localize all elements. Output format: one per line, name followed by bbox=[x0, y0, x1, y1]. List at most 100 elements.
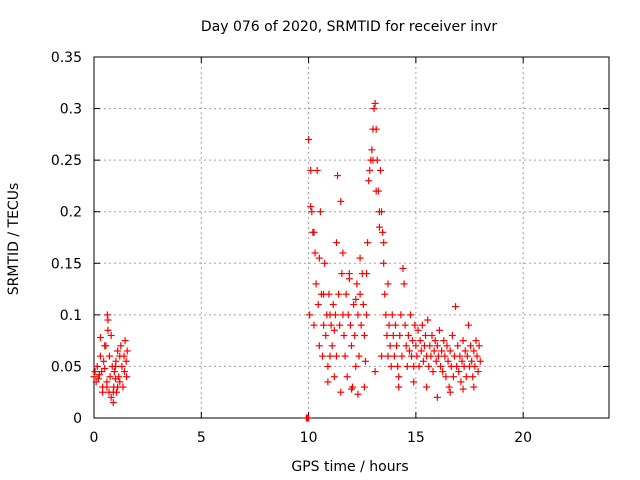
data-point bbox=[343, 373, 351, 381]
data-point bbox=[378, 352, 386, 360]
data-point bbox=[434, 352, 442, 360]
data-point bbox=[315, 254, 323, 262]
data-point bbox=[363, 311, 371, 319]
data-point bbox=[123, 373, 131, 381]
data-point bbox=[356, 290, 364, 298]
data-point bbox=[305, 136, 313, 144]
data-point bbox=[383, 331, 391, 339]
data-point bbox=[330, 373, 338, 381]
grid-lines bbox=[94, 57, 609, 418]
data-point bbox=[448, 331, 456, 339]
data-point bbox=[306, 311, 314, 319]
data-point bbox=[107, 393, 115, 401]
data-point bbox=[471, 362, 479, 370]
data-point bbox=[369, 156, 377, 164]
data-point bbox=[454, 342, 462, 350]
x-axis-label: GPS time / hours bbox=[291, 459, 408, 475]
data-point bbox=[413, 352, 421, 360]
y-tick-label: 0.35 bbox=[51, 50, 82, 66]
data-point bbox=[90, 373, 98, 381]
data-point bbox=[329, 301, 337, 309]
data-point bbox=[332, 352, 340, 360]
data-point bbox=[354, 311, 362, 319]
data-point bbox=[470, 383, 478, 391]
data-point bbox=[338, 270, 346, 278]
data-point bbox=[357, 321, 365, 329]
data-point bbox=[378, 208, 386, 216]
data-point bbox=[412, 342, 420, 350]
data-point bbox=[397, 311, 405, 319]
data-point bbox=[443, 342, 451, 350]
data-point bbox=[324, 362, 332, 370]
data-point bbox=[122, 357, 130, 365]
data-point bbox=[461, 347, 469, 355]
y-tick-label: 0.15 bbox=[51, 256, 82, 272]
x-tick-label: 5 bbox=[197, 430, 206, 446]
data-point bbox=[376, 166, 384, 174]
data-point bbox=[472, 337, 480, 345]
data-point bbox=[355, 352, 363, 360]
data-point bbox=[428, 331, 436, 339]
data-point bbox=[380, 259, 388, 267]
data-point bbox=[315, 342, 323, 350]
data-point bbox=[440, 337, 448, 345]
data-point bbox=[363, 270, 371, 278]
data-point bbox=[442, 373, 450, 381]
y-tick-label: 0.3 bbox=[60, 102, 82, 118]
data-point bbox=[351, 331, 359, 339]
data-point bbox=[364, 239, 372, 247]
data-point bbox=[404, 331, 412, 339]
data-point bbox=[368, 146, 376, 154]
data-point bbox=[396, 331, 404, 339]
data-point bbox=[380, 239, 388, 247]
data-point bbox=[104, 326, 112, 334]
data-point bbox=[455, 368, 463, 376]
data-point bbox=[453, 362, 461, 370]
data-point bbox=[342, 290, 350, 298]
data-point bbox=[425, 362, 433, 370]
y-tick-label: 0.2 bbox=[60, 205, 82, 221]
data-point bbox=[372, 125, 380, 133]
data-point bbox=[322, 331, 330, 339]
data-point bbox=[432, 357, 440, 365]
data-point bbox=[98, 368, 106, 376]
data-point bbox=[375, 223, 383, 231]
data-point bbox=[430, 347, 438, 355]
data-point bbox=[423, 383, 431, 391]
data-point bbox=[103, 311, 111, 319]
x-tick-label: 0 bbox=[90, 430, 99, 446]
data-point bbox=[307, 166, 315, 174]
data-point bbox=[319, 352, 327, 360]
data-point bbox=[399, 264, 407, 272]
data-point bbox=[114, 347, 122, 355]
x-tick-label: 20 bbox=[514, 430, 532, 446]
data-point bbox=[123, 347, 131, 355]
data-point bbox=[360, 383, 368, 391]
data-point bbox=[384, 280, 392, 288]
data-point bbox=[424, 316, 432, 324]
data-point bbox=[400, 280, 408, 288]
data-point bbox=[372, 187, 380, 195]
data-point bbox=[386, 342, 394, 350]
data-point bbox=[427, 352, 435, 360]
data-point bbox=[356, 254, 364, 262]
data-point bbox=[353, 280, 361, 288]
data-point bbox=[446, 388, 454, 396]
data-point bbox=[320, 290, 328, 298]
data-point bbox=[468, 357, 476, 365]
data-point bbox=[346, 321, 354, 329]
data-point bbox=[452, 303, 460, 311]
data-point bbox=[96, 352, 104, 360]
data-point bbox=[407, 311, 415, 319]
data-point bbox=[435, 326, 443, 334]
x-tick-label: 15 bbox=[407, 430, 425, 446]
data-point bbox=[384, 352, 392, 360]
data-point bbox=[470, 347, 478, 355]
axis-ticks: 0 5 10 15 20 0 0.05 0.1 0.15 0.2 0.25 0.3 0.35 bbox=[51, 50, 609, 446]
data-point bbox=[475, 342, 483, 350]
data-point bbox=[339, 249, 347, 257]
data-point bbox=[381, 290, 389, 298]
data-point bbox=[115, 373, 123, 381]
data-point bbox=[382, 311, 390, 319]
data-point bbox=[365, 177, 373, 185]
